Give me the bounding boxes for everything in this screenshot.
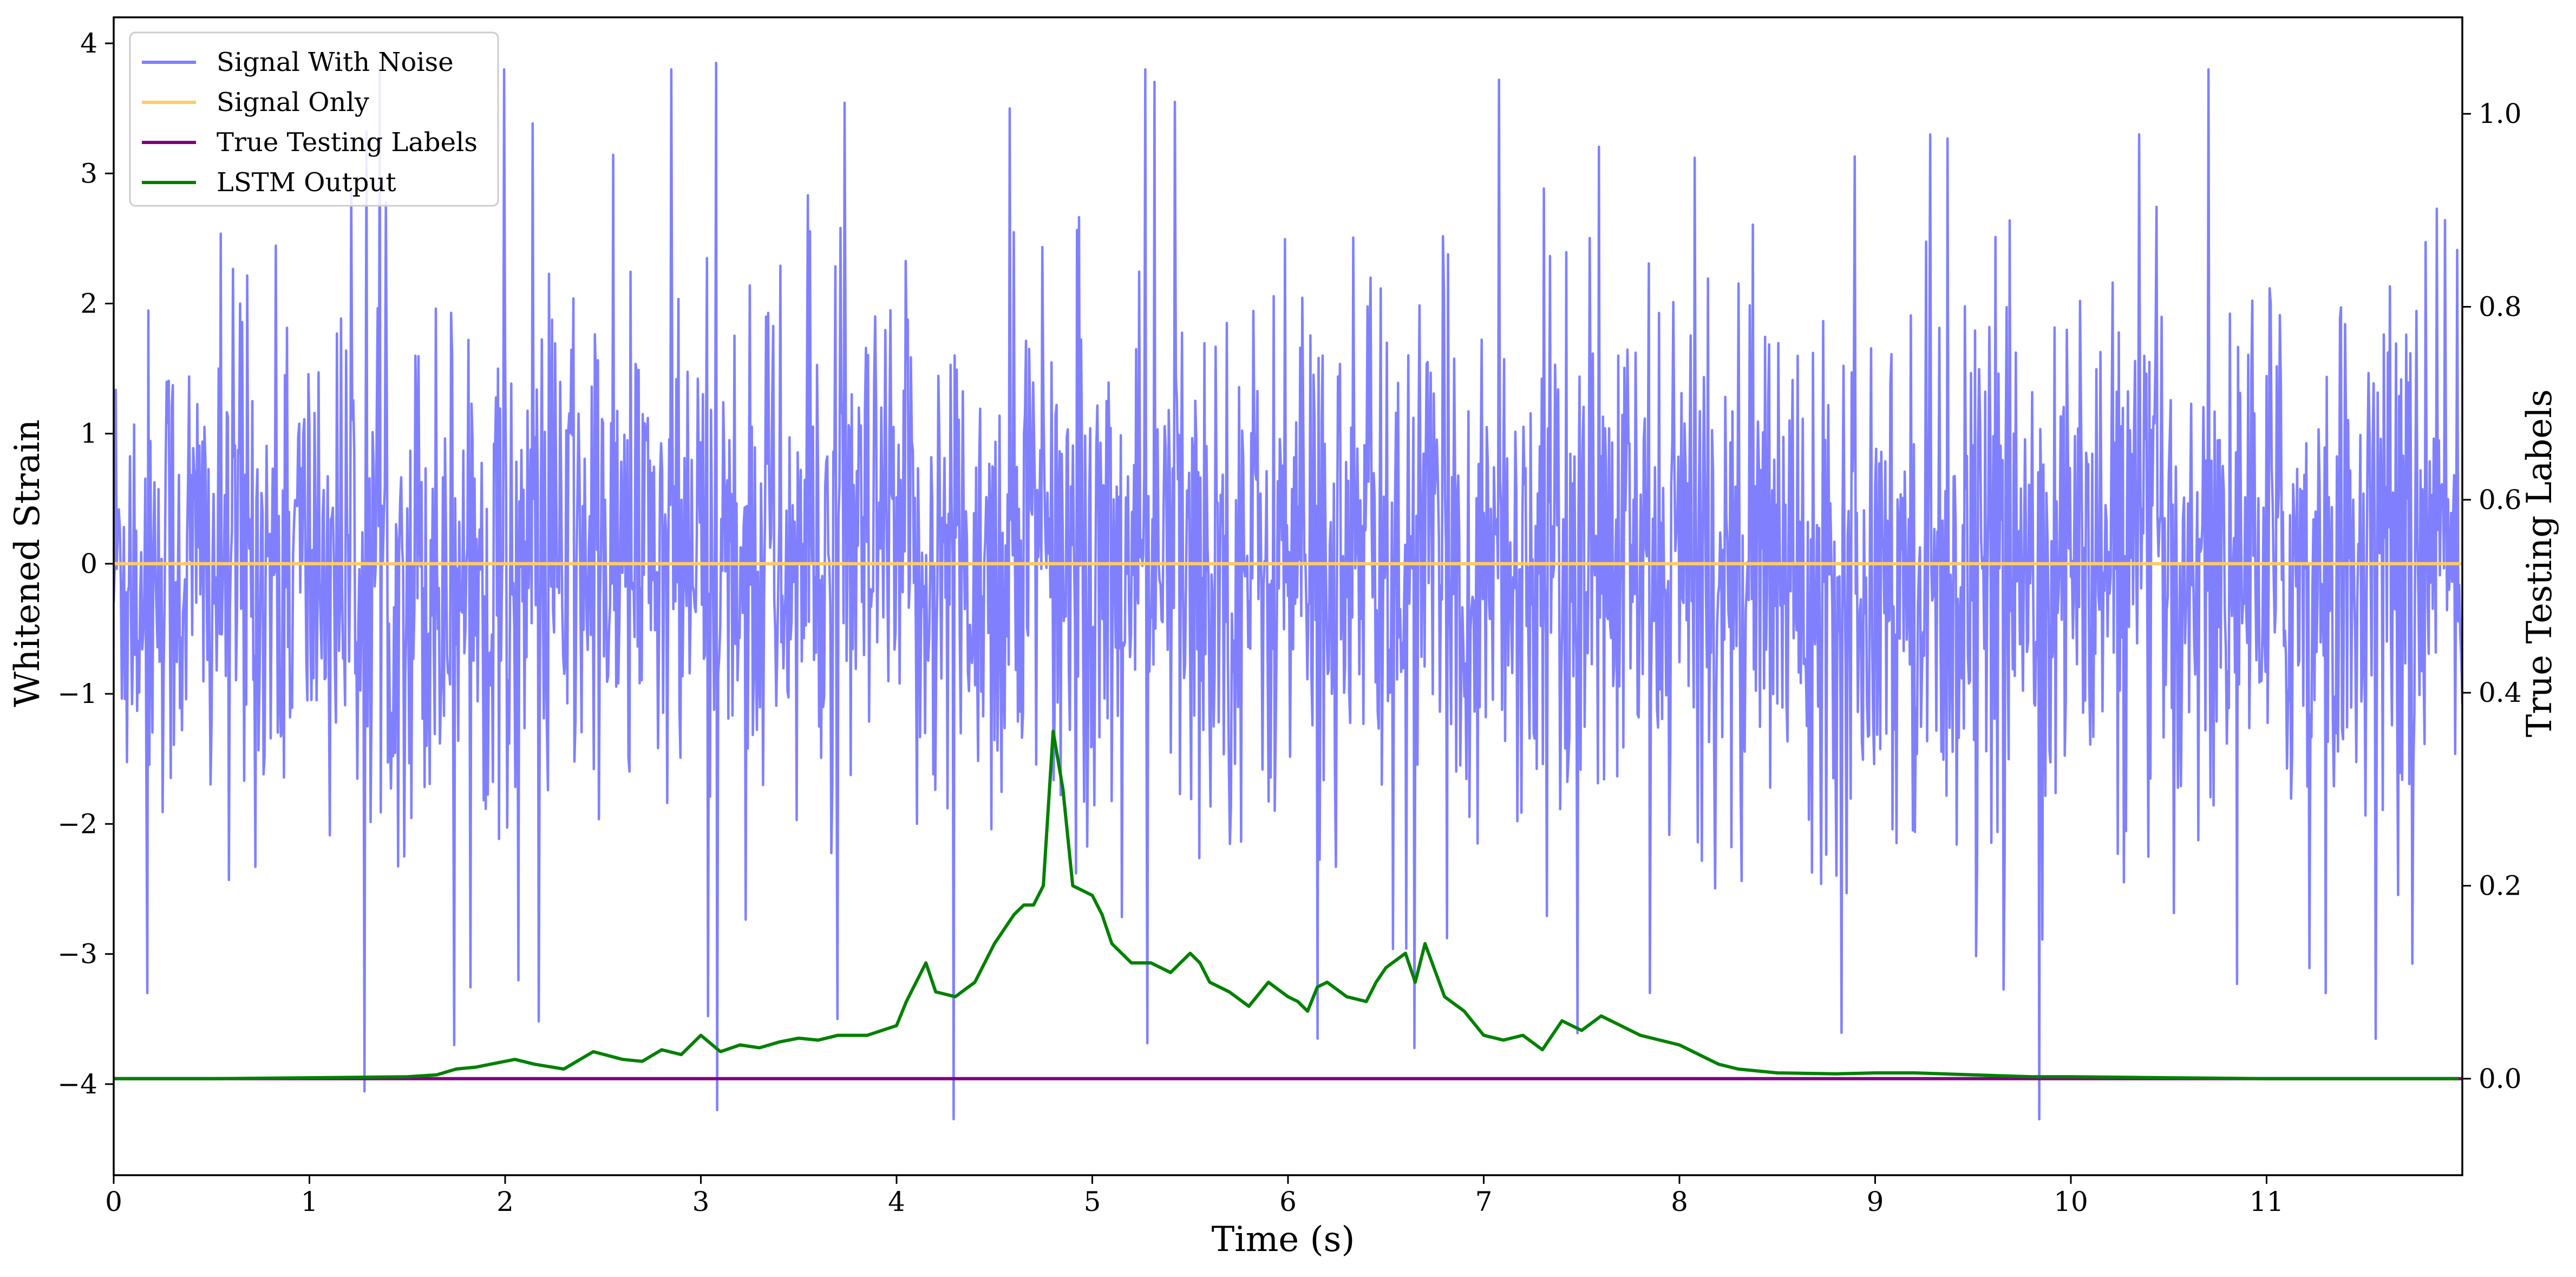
y-left-tick-label: 4 (80, 28, 97, 59)
y-left-tick-label: 3 (80, 158, 97, 189)
y-left-tick-label: −3 (57, 939, 97, 970)
legend-entry-label: True Testing Labels (217, 127, 478, 158)
y-left-tick-label: −4 (57, 1068, 97, 1100)
y-axis-right-label: True Testing Labels (2520, 389, 2560, 738)
y-right-tick-label: 0.2 (2479, 870, 2522, 902)
y-right-tick-label: 0.0 (2479, 1063, 2522, 1094)
y-left-tick-label: −1 (57, 678, 97, 709)
y-right-tick-label: 0.4 (2479, 677, 2522, 708)
x-tick-label: 9 (1867, 1186, 1884, 1217)
y-right-tick-label: 0.6 (2479, 484, 2522, 516)
x-tick-label: 8 (1671, 1186, 1688, 1217)
x-tick-label: 10 (2054, 1186, 2088, 1217)
legend-entry-label: Signal Only (217, 87, 369, 118)
x-tick-label: 7 (1475, 1186, 1493, 1217)
legend: Signal With Noise Signal Only True Testing… (130, 32, 498, 206)
legend-entry-label: LSTM Output (217, 167, 396, 198)
y-right-tick-label: 0.8 (2479, 291, 2522, 323)
x-tick-label: 6 (1279, 1186, 1297, 1217)
x-tick-label: 11 (2250, 1186, 2284, 1217)
series-layer (114, 63, 2462, 1119)
x-tick-label: 5 (1084, 1186, 1101, 1217)
series-lstm-output (114, 731, 2459, 1078)
x-tick-label: 4 (888, 1186, 905, 1217)
y-left-tick-label: 0 (80, 548, 97, 579)
x-tick-label: 1 (301, 1186, 318, 1217)
series-signal-with-noise (114, 63, 2462, 1119)
y-left-tick-label: 2 (80, 288, 97, 319)
x-tick-label: 2 (496, 1186, 514, 1217)
legend-entry-label: Signal With Noise (217, 47, 454, 77)
y-right-tick-label: 1.0 (2479, 98, 2522, 129)
y-left-tick-label: 1 (80, 418, 97, 449)
y-left-tick-label: −2 (57, 808, 97, 839)
y-axis-left-label: Whitened Strain (8, 419, 48, 707)
x-axis-label: Time (s) (1212, 1220, 1355, 1260)
x-tick-label: 3 (692, 1186, 710, 1217)
x-tick-label: 0 (105, 1186, 122, 1217)
